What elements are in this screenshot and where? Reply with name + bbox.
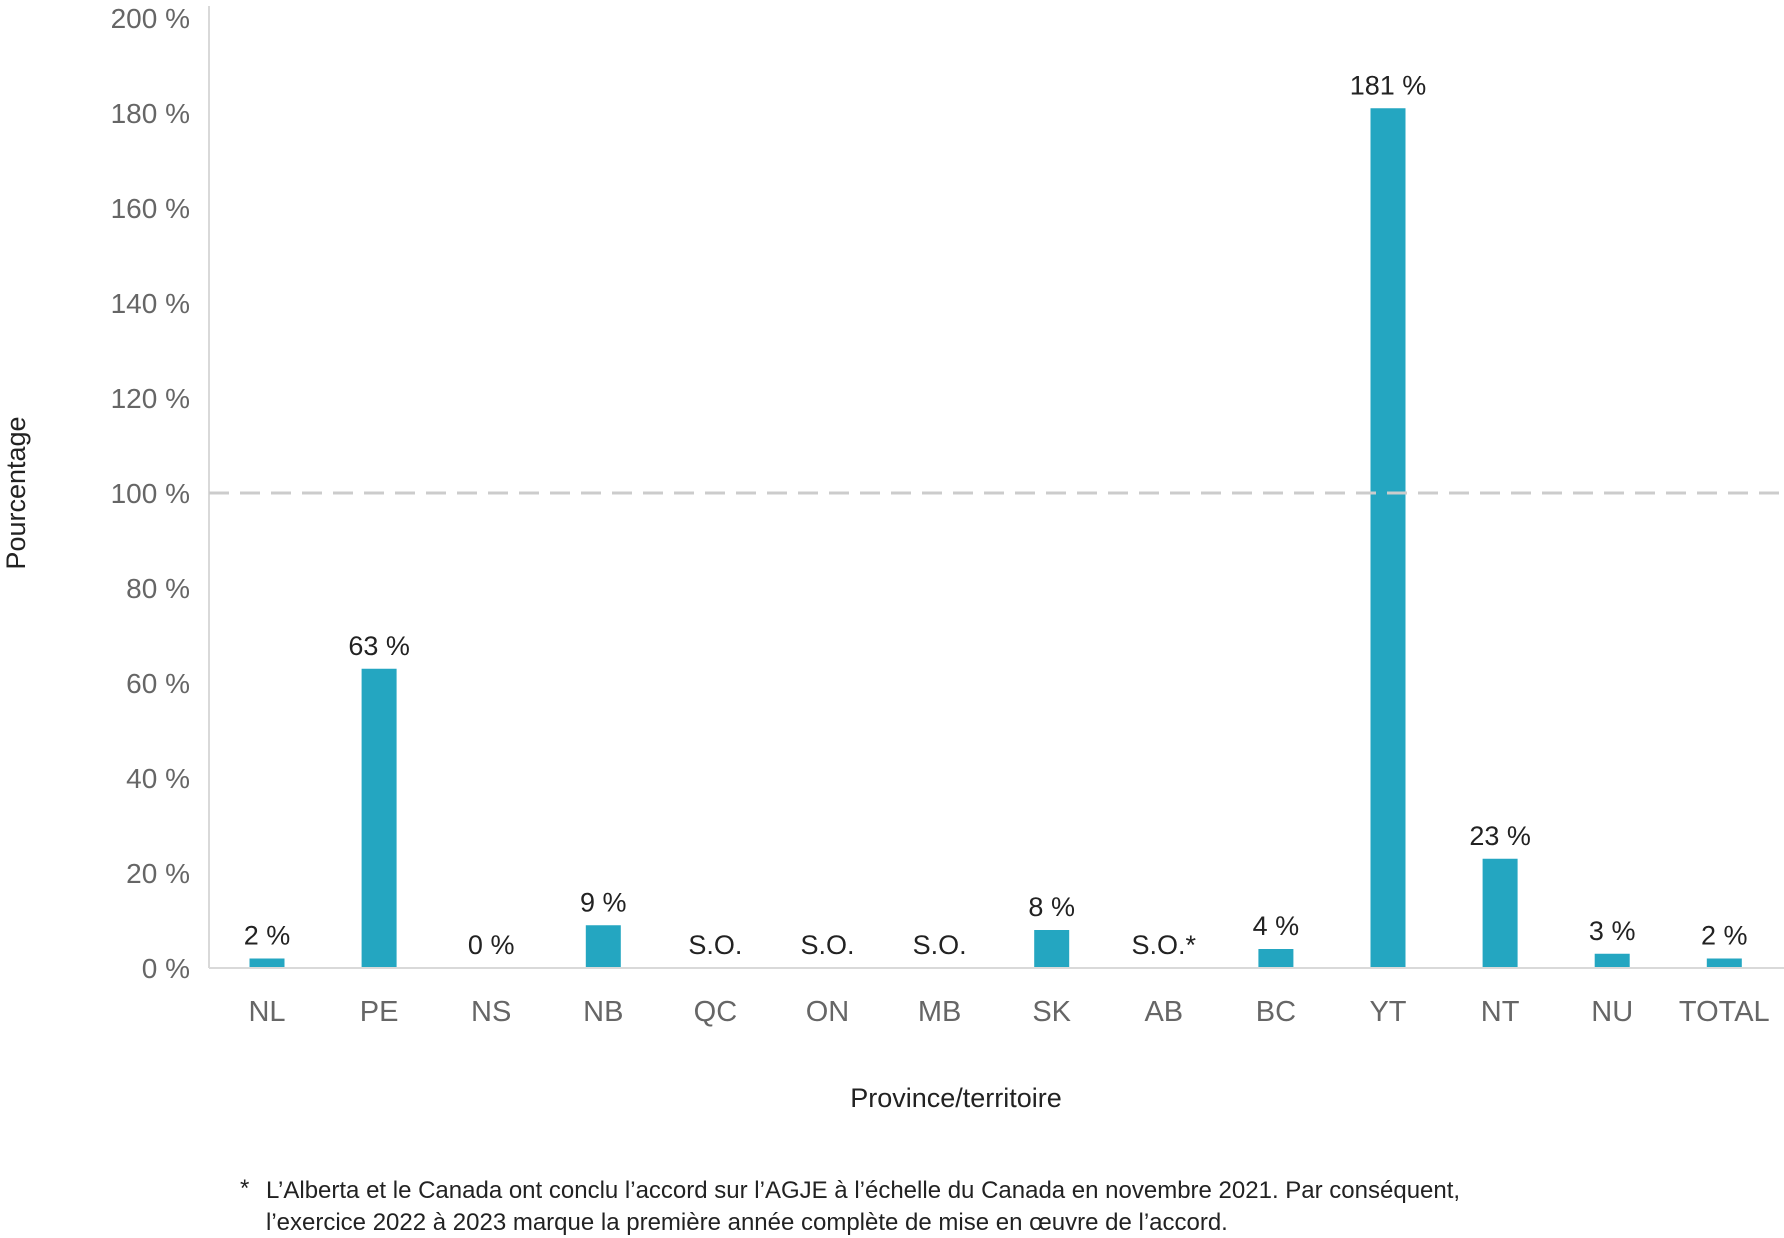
x-tick-label-ab: AB bbox=[1144, 996, 1183, 1028]
x-tick-label-ns: NS bbox=[471, 996, 511, 1028]
y-tick-label: 140 % bbox=[111, 288, 190, 319]
footnote-line-2: l’exercice 2022 à 2023 marque la premièr… bbox=[266, 1209, 1228, 1236]
y-tick-label: 80 % bbox=[126, 573, 190, 604]
y-tick-label: 120 % bbox=[111, 383, 190, 414]
x-tick-label-nt: NT bbox=[1481, 996, 1520, 1028]
data-label-mb: S.O. bbox=[913, 930, 967, 960]
x-tick-label-sk: SK bbox=[1032, 996, 1071, 1028]
y-tick-label: 180 % bbox=[111, 98, 190, 129]
data-label-nl: 2 % bbox=[244, 921, 291, 951]
data-label-nb: 9 % bbox=[580, 887, 627, 917]
y-tick-label: 0 % bbox=[142, 953, 190, 984]
y-tick-label: 60 % bbox=[126, 668, 190, 699]
footnote-marker: * bbox=[240, 1175, 249, 1202]
x-tick-label-pe: PE bbox=[360, 996, 399, 1028]
y-tick-label: 40 % bbox=[126, 763, 190, 794]
data-label-nt: 23 % bbox=[1469, 821, 1531, 851]
x-tick-label-nl: NL bbox=[248, 996, 285, 1028]
y-tick-label: 160 % bbox=[111, 193, 190, 224]
x-tick-label-nb: NB bbox=[583, 996, 623, 1028]
footnote-line-1: L’Alberta et le Canada ont conclu l’acco… bbox=[266, 1177, 1460, 1204]
y-tick-label: 200 % bbox=[111, 3, 190, 34]
x-tick-label-qc: QC bbox=[694, 996, 738, 1028]
x-tick-label-nu: NU bbox=[1591, 996, 1633, 1028]
x-axis-title: Province/territoire bbox=[850, 1083, 1062, 1113]
x-tick-label-total: TOTAL bbox=[1679, 996, 1770, 1028]
x-tick-label-mb: MB bbox=[918, 996, 962, 1028]
data-labels: 2 % 63 % 0 % 9 % S.O. S.O. S.O. 8 % S.O.* 4 % 181 … bbox=[244, 70, 1748, 960]
x-axis-ticks: NL PE NS NB QC ON MB SK AB BC YT NT NU TOTAL bbox=[248, 996, 1769, 1028]
y-axis-title: Pourcentage bbox=[1, 416, 31, 569]
data-label-total: 2 % bbox=[1701, 921, 1748, 951]
x-tick-label-bc: BC bbox=[1256, 996, 1296, 1028]
data-label-bc: 4 % bbox=[1253, 911, 1300, 941]
bar-nu bbox=[1594, 953, 1630, 968]
data-label-nu: 3 % bbox=[1589, 916, 1636, 946]
x-tick-label-on: ON bbox=[806, 996, 850, 1028]
y-tick-label: 20 % bbox=[126, 858, 190, 889]
data-label-pe: 63 % bbox=[348, 631, 410, 661]
data-label-sk: 8 % bbox=[1028, 892, 1075, 922]
bar-nb bbox=[585, 925, 621, 968]
bar-total bbox=[1706, 958, 1742, 968]
y-tick-label: 100 % bbox=[111, 478, 190, 509]
bars bbox=[249, 108, 1742, 968]
bar-bc bbox=[1258, 949, 1294, 968]
x-tick-label-yt: YT bbox=[1369, 996, 1406, 1028]
bar-sk bbox=[1034, 930, 1070, 968]
data-label-on: S.O. bbox=[800, 930, 854, 960]
bar-nt bbox=[1482, 858, 1518, 968]
data-label-qc: S.O. bbox=[688, 930, 742, 960]
data-label-ns: 0 % bbox=[468, 930, 515, 960]
bar-nl bbox=[249, 958, 285, 968]
bar-yt bbox=[1370, 108, 1406, 968]
bar-pe bbox=[361, 668, 397, 968]
data-label-ab: S.O.* bbox=[1132, 930, 1197, 960]
data-label-yt: 181 % bbox=[1350, 70, 1427, 100]
y-axis-ticks: 0 % 20 % 40 % 60 % 80 % 100 % 120 % 140 % 160 % 1… bbox=[111, 3, 190, 984]
